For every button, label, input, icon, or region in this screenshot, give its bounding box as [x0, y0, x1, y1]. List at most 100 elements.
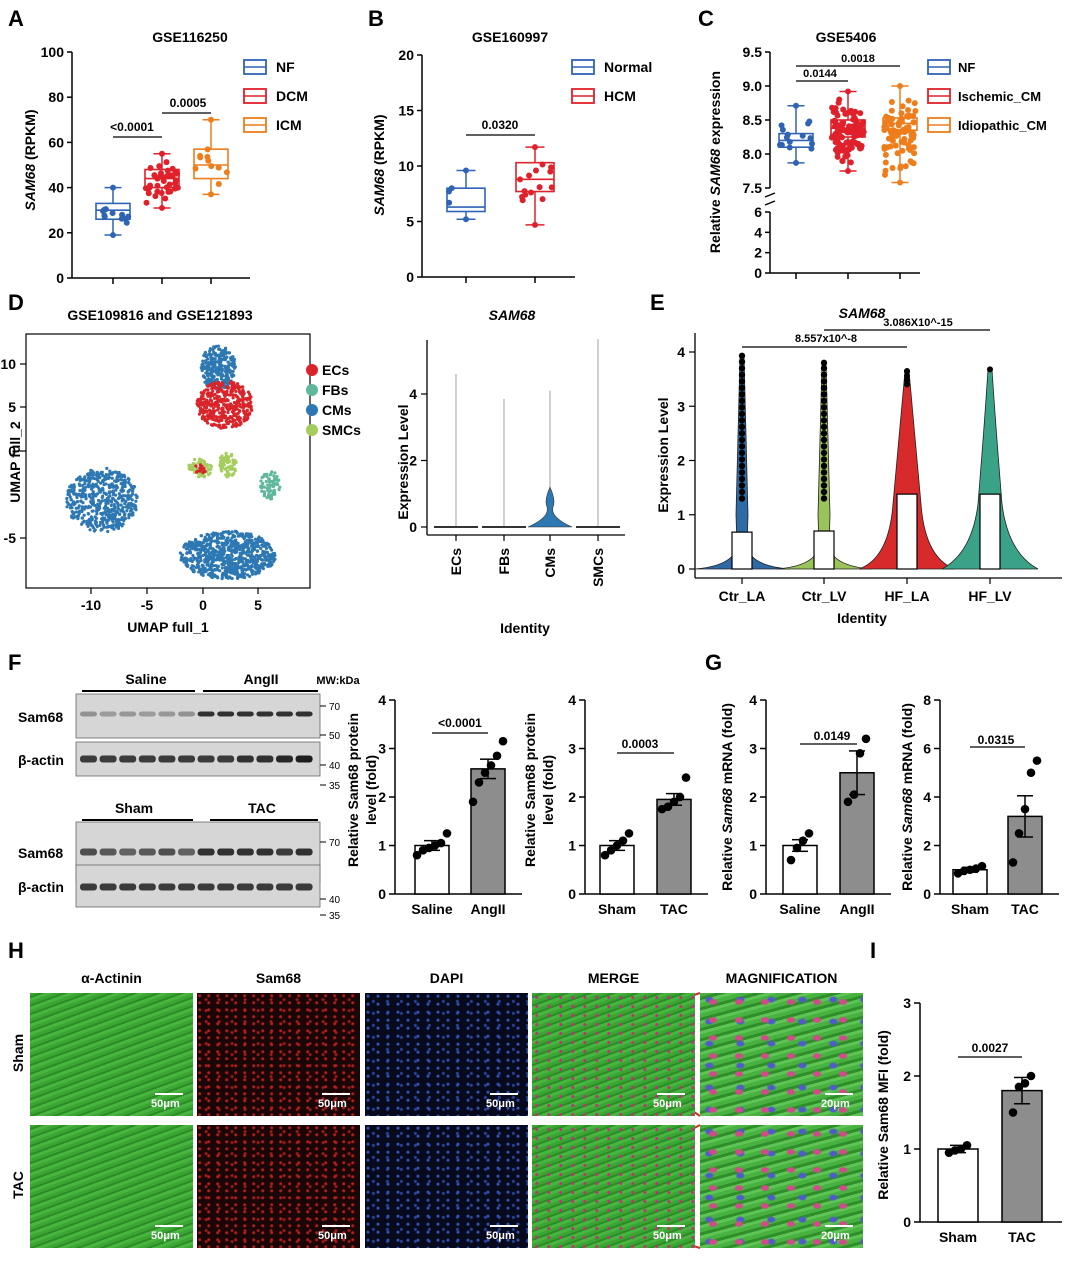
umap-point-cm [92, 529, 96, 533]
bar-f1-point [480, 768, 490, 778]
umap-point-cm [89, 515, 93, 519]
umap-point-cm [242, 543, 247, 547]
bar-g2-point [1026, 768, 1036, 778]
panel-d-title: GSE109816 and GSE121893 [67, 307, 252, 323]
umap-point-fb [262, 472, 267, 477]
bar-f1-point [486, 761, 496, 770]
umap-point-smc [224, 451, 228, 455]
data-point [894, 150, 901, 157]
umap-point-cm [133, 506, 137, 510]
umap-point-cm [112, 502, 116, 507]
scale-bar [155, 1093, 183, 1095]
panel-a-pval: 0.0005 [170, 96, 207, 110]
umap-point-cm [249, 567, 253, 572]
panel-b-legend-label: Normal [604, 59, 652, 75]
blot-row-label: β-actin [18, 752, 64, 768]
umap-point-cm [79, 499, 83, 503]
bar-g2-point [1008, 858, 1018, 867]
umap-point-cm [212, 374, 216, 378]
umap-point-ec [211, 410, 215, 414]
axis-label-part: mRNA (fold) [719, 703, 735, 788]
umap-point-ec [199, 391, 203, 395]
umap-point-cm [264, 546, 269, 551]
umap-point-cm [205, 378, 209, 382]
umap-point-cm [107, 475, 111, 480]
umap-point-cm [103, 474, 107, 479]
blot-band [178, 848, 195, 856]
axis-break [764, 200, 776, 206]
umap-point-cm [222, 551, 226, 556]
umap-point-cm [77, 509, 82, 513]
data-point [910, 144, 917, 151]
bar-f1-point [468, 797, 478, 807]
blot-band [276, 883, 293, 891]
umap-point-cm [234, 564, 238, 568]
data-point [839, 147, 846, 154]
microscopy-image [700, 993, 863, 1116]
umap-point-ec [238, 423, 242, 427]
umap-point-cm [259, 546, 263, 551]
data-point [197, 152, 204, 159]
violin-e-outlier [820, 469, 828, 476]
umap-point-cm [209, 551, 213, 555]
umap-point-cm [216, 344, 221, 348]
umap-point-cm [214, 531, 218, 535]
umap-point-cm [123, 501, 127, 506]
umap-point-cm [197, 559, 201, 564]
scale-bar-label: 50μm [151, 1098, 180, 1110]
umap-point-cm [202, 538, 207, 542]
umap-point-fb [267, 477, 271, 481]
umap-point-cm [226, 376, 230, 380]
data-point [526, 172, 533, 179]
umap-point-cm [93, 519, 97, 523]
blot-band [256, 711, 274, 717]
blot-row-label: Sam68 [18, 709, 63, 725]
umap-point-cm [244, 551, 248, 555]
umap-point-cm [103, 477, 108, 481]
bar-f2-point [600, 850, 610, 860]
panel-a-legend-label: ICM [276, 117, 302, 133]
panel-c-pval: 0.0018 [841, 53, 875, 65]
umap-point-cm [76, 506, 80, 510]
bar-g1-point [786, 855, 796, 865]
umap-point-cm [83, 488, 87, 492]
blot-band [217, 755, 235, 763]
umap-point-cm [218, 362, 222, 366]
panel-label-g: G [705, 650, 723, 675]
violin-e-outlier [738, 391, 746, 398]
umap-point-cm [253, 572, 258, 576]
umap-point-ec [238, 418, 242, 423]
umap-point-cm [85, 472, 90, 476]
bar-f1-xtick-label: Saline [411, 901, 452, 917]
data-point [463, 167, 469, 174]
umap-point-cm [81, 483, 85, 488]
umap-point-cm [127, 513, 131, 517]
umap-point-ec [224, 398, 229, 402]
umap-point-ec [242, 417, 246, 421]
umap-point-cm [135, 496, 139, 500]
violin-e-outlier [738, 482, 746, 489]
umap-point-ec [227, 407, 231, 412]
umap-point-cm [194, 543, 198, 547]
umap-point-cm [229, 553, 234, 557]
blot-band [178, 883, 195, 891]
umap-point-ec [234, 389, 238, 393]
umap-point-cm [111, 489, 115, 493]
box-body [446, 187, 486, 213]
data-point [532, 144, 538, 151]
umap-point-cm [117, 518, 121, 523]
umap-point-cm [217, 355, 222, 359]
bar-i-point [1020, 1079, 1030, 1088]
umap-point-ec [221, 425, 225, 430]
data-point [783, 134, 790, 141]
umap-point-cm [267, 553, 271, 557]
data-point [848, 129, 855, 136]
blot-band [217, 883, 235, 891]
umap-point-cm [82, 477, 86, 482]
umap-point-cm [179, 555, 184, 560]
umap-point-cm [112, 527, 116, 531]
umap-point-cm [238, 548, 242, 552]
umap-xtick-label: 5 [254, 597, 262, 613]
umap-point-cm [70, 509, 74, 514]
umap-point-cm [230, 576, 234, 581]
